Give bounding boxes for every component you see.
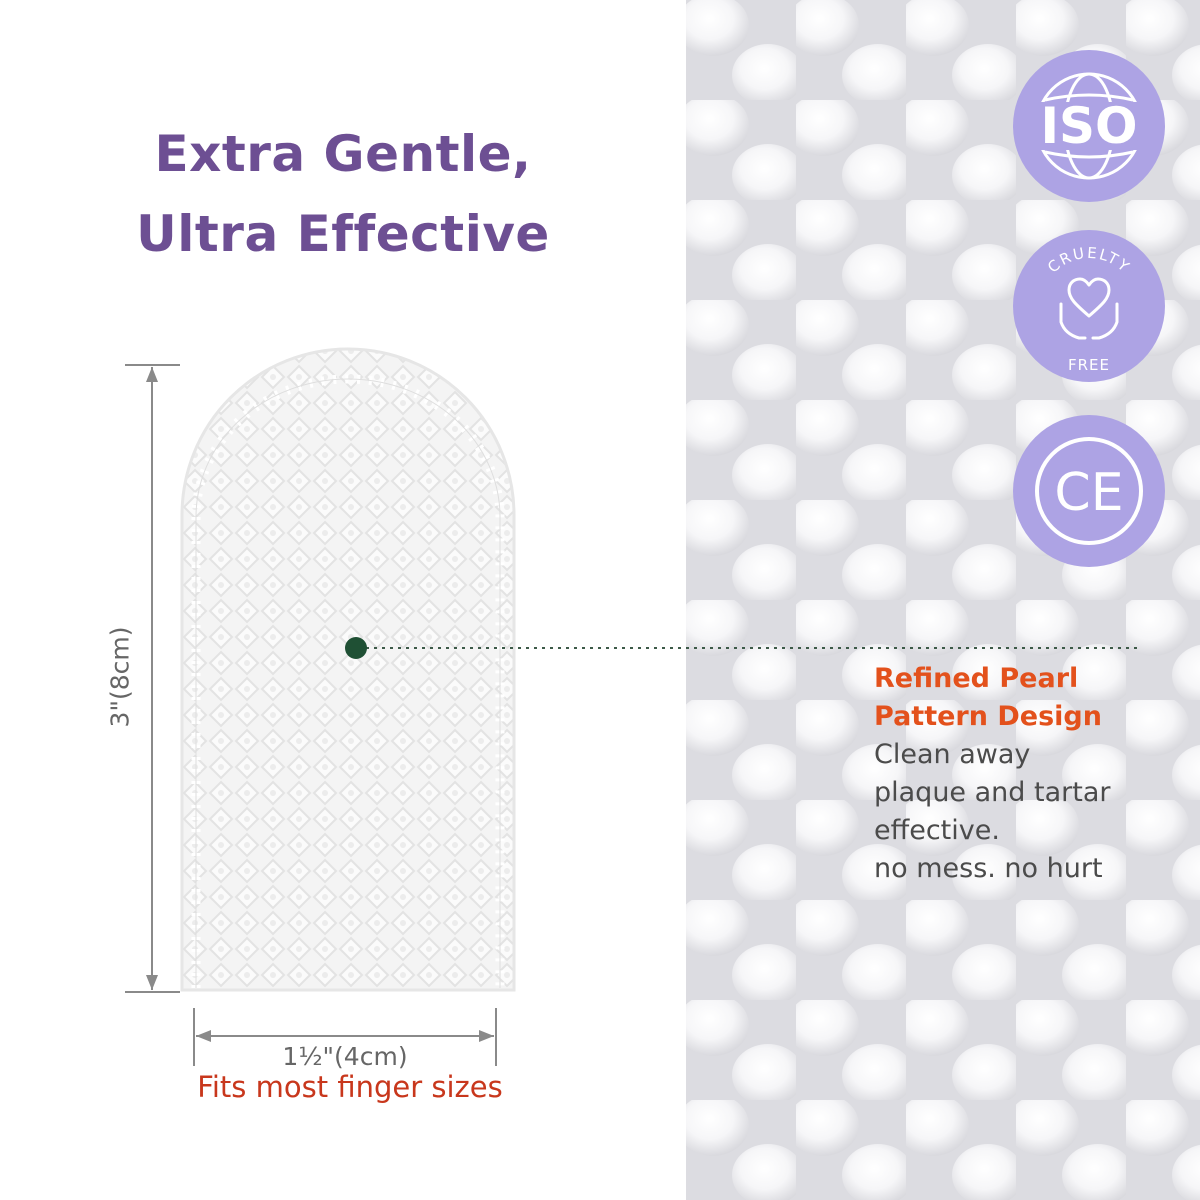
width-label: 1½"(4cm) (282, 1042, 408, 1071)
pearl-texture-closeup (686, 0, 1200, 1200)
height-label: 3"(8cm) (105, 626, 135, 728)
finger-wipe (180, 347, 516, 992)
iso-badge: ISO (1013, 50, 1165, 202)
finger-wipe-illustration (125, 347, 516, 1066)
ce-badge: CE (1013, 415, 1165, 567)
width-dimension (193, 1008, 497, 1066)
feature-desc-line-3: effective. (874, 815, 1000, 846)
feature-title-line-2: Pattern Design (874, 701, 1102, 732)
cruelty-free-badge: CRUELTY FREE (1013, 230, 1165, 382)
feature-desc-line-1: Clean away (874, 739, 1031, 770)
cruelty-label: CRUELTY (1044, 244, 1134, 277)
feature-title-line-1: Refined Pearl (874, 663, 1079, 694)
headline-line-2: Ultra Effective (136, 205, 550, 263)
pearl-texture (686, 0, 1200, 1200)
feature-desc-line-2: plaque and tartar (874, 777, 1111, 808)
headline-line-1: Extra Gentle, (154, 125, 532, 183)
feature-description: Clean away plaque and tartar effective. … (874, 736, 1174, 888)
iso-label: ISO (1040, 97, 1137, 155)
free-label: FREE (1068, 356, 1110, 374)
ce-mark-icon: CE (1054, 463, 1123, 523)
product-panel: Extra Gentle, Ultra Effective (105, 125, 550, 1104)
globe-icon: ISO (1027, 72, 1151, 180)
height-dimension (125, 364, 180, 993)
feature-title: Refined Pearl Pattern Design (874, 660, 1174, 736)
heart-hands-icon (1059, 277, 1119, 340)
feature-desc-line-4: no mess. no hurt (874, 853, 1103, 884)
fit-caption: Fits most finger sizes (197, 1070, 503, 1104)
